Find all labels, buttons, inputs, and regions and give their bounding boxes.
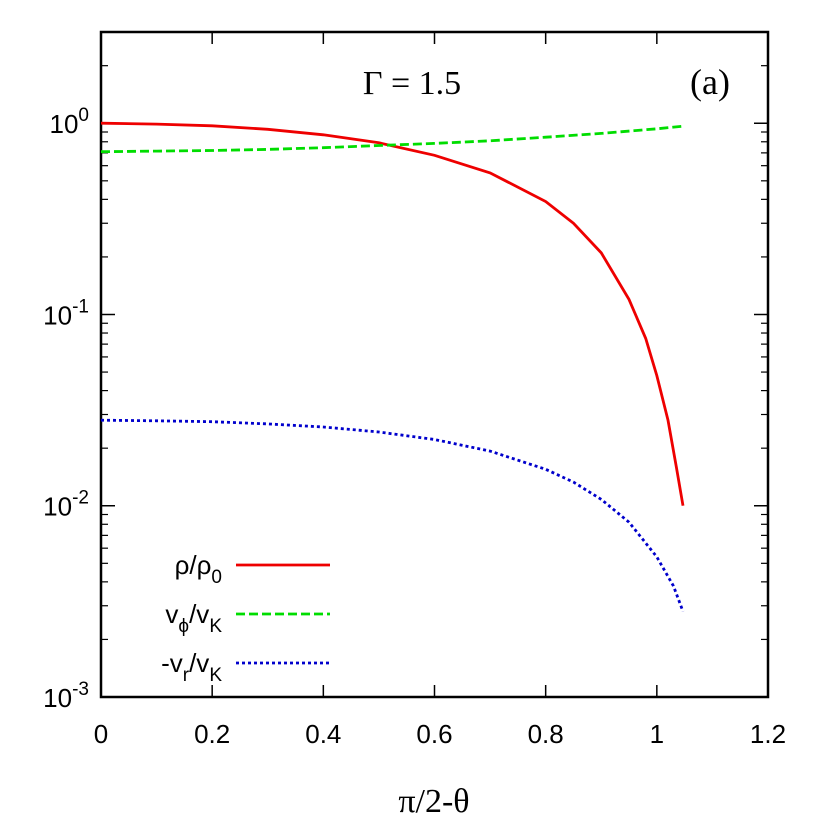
- x-tick-label-0: 0: [94, 719, 108, 749]
- x-tick-label-5: 1: [650, 719, 664, 749]
- legend-label-1: vϕ/vK: [165, 599, 222, 637]
- series-line-1: [100, 124, 684, 154]
- series-line-2: [100, 418, 685, 612]
- legend: ρ/ρ0 vϕ/vK -vr/vK: [161, 550, 330, 686]
- y-tick-label-2: 10-2: [43, 488, 89, 522]
- series-lines: [100, 121, 685, 612]
- x-tick-label-2: 0.4: [305, 719, 341, 749]
- legend-label-2: -vr/vK: [161, 648, 222, 686]
- y-tick-label-3: 10-3: [43, 679, 89, 713]
- y-tick-label-0: 100: [50, 105, 90, 139]
- x-tick-label-6: 1.2: [750, 719, 786, 749]
- x-tick-label-3: 0.6: [416, 719, 452, 749]
- x-axis-label: π/2-θ: [398, 783, 469, 820]
- y-tick-label-1: 10-1: [43, 296, 89, 330]
- panel-label: (a): [690, 62, 730, 102]
- x-tick-label-1: 0.2: [194, 719, 230, 749]
- gamma-annotation: Γ = 1.5: [363, 65, 461, 102]
- ticks: 0 0.2 0.4 0.6 0.8 1 1.2 100 10-1 10-2 10-3: [43, 32, 786, 749]
- legend-label-0: ρ/ρ0: [175, 550, 222, 588]
- series-line-0: [100, 121, 685, 506]
- plot-frame: [99, 30, 770, 699]
- x-tick-label-4: 0.8: [528, 719, 564, 749]
